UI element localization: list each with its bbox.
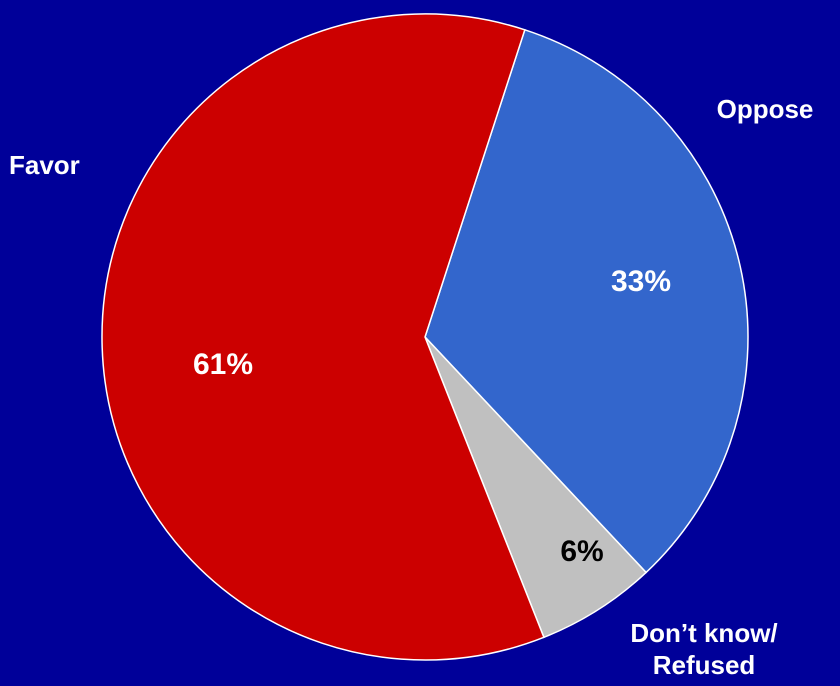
category-label-favor: Favor xyxy=(9,150,80,180)
category-label-line: Don’t know/ xyxy=(630,618,777,648)
value-label-don-t-know-refused: 6% xyxy=(560,535,603,568)
pie-slice-don-t-know-refused xyxy=(424,336,648,639)
category-label-line: Favor xyxy=(9,150,80,180)
category-label-don-t-know-refused: Don’t know/Refused xyxy=(630,618,777,680)
pie-slice-oppose xyxy=(424,28,749,574)
value-labels: 33% 6% 61% xyxy=(193,265,671,568)
value-label-oppose: 33% xyxy=(611,265,671,298)
pie-slice-favor xyxy=(101,13,545,661)
category-labels: Oppose Don’t know/Refused Favor xyxy=(9,94,813,680)
category-label-line: Oppose xyxy=(717,94,814,124)
category-label-line: Refused xyxy=(653,650,756,680)
pie-slices xyxy=(101,13,749,661)
value-label-favor: 61% xyxy=(193,348,253,381)
category-label-oppose: Oppose xyxy=(717,94,814,124)
